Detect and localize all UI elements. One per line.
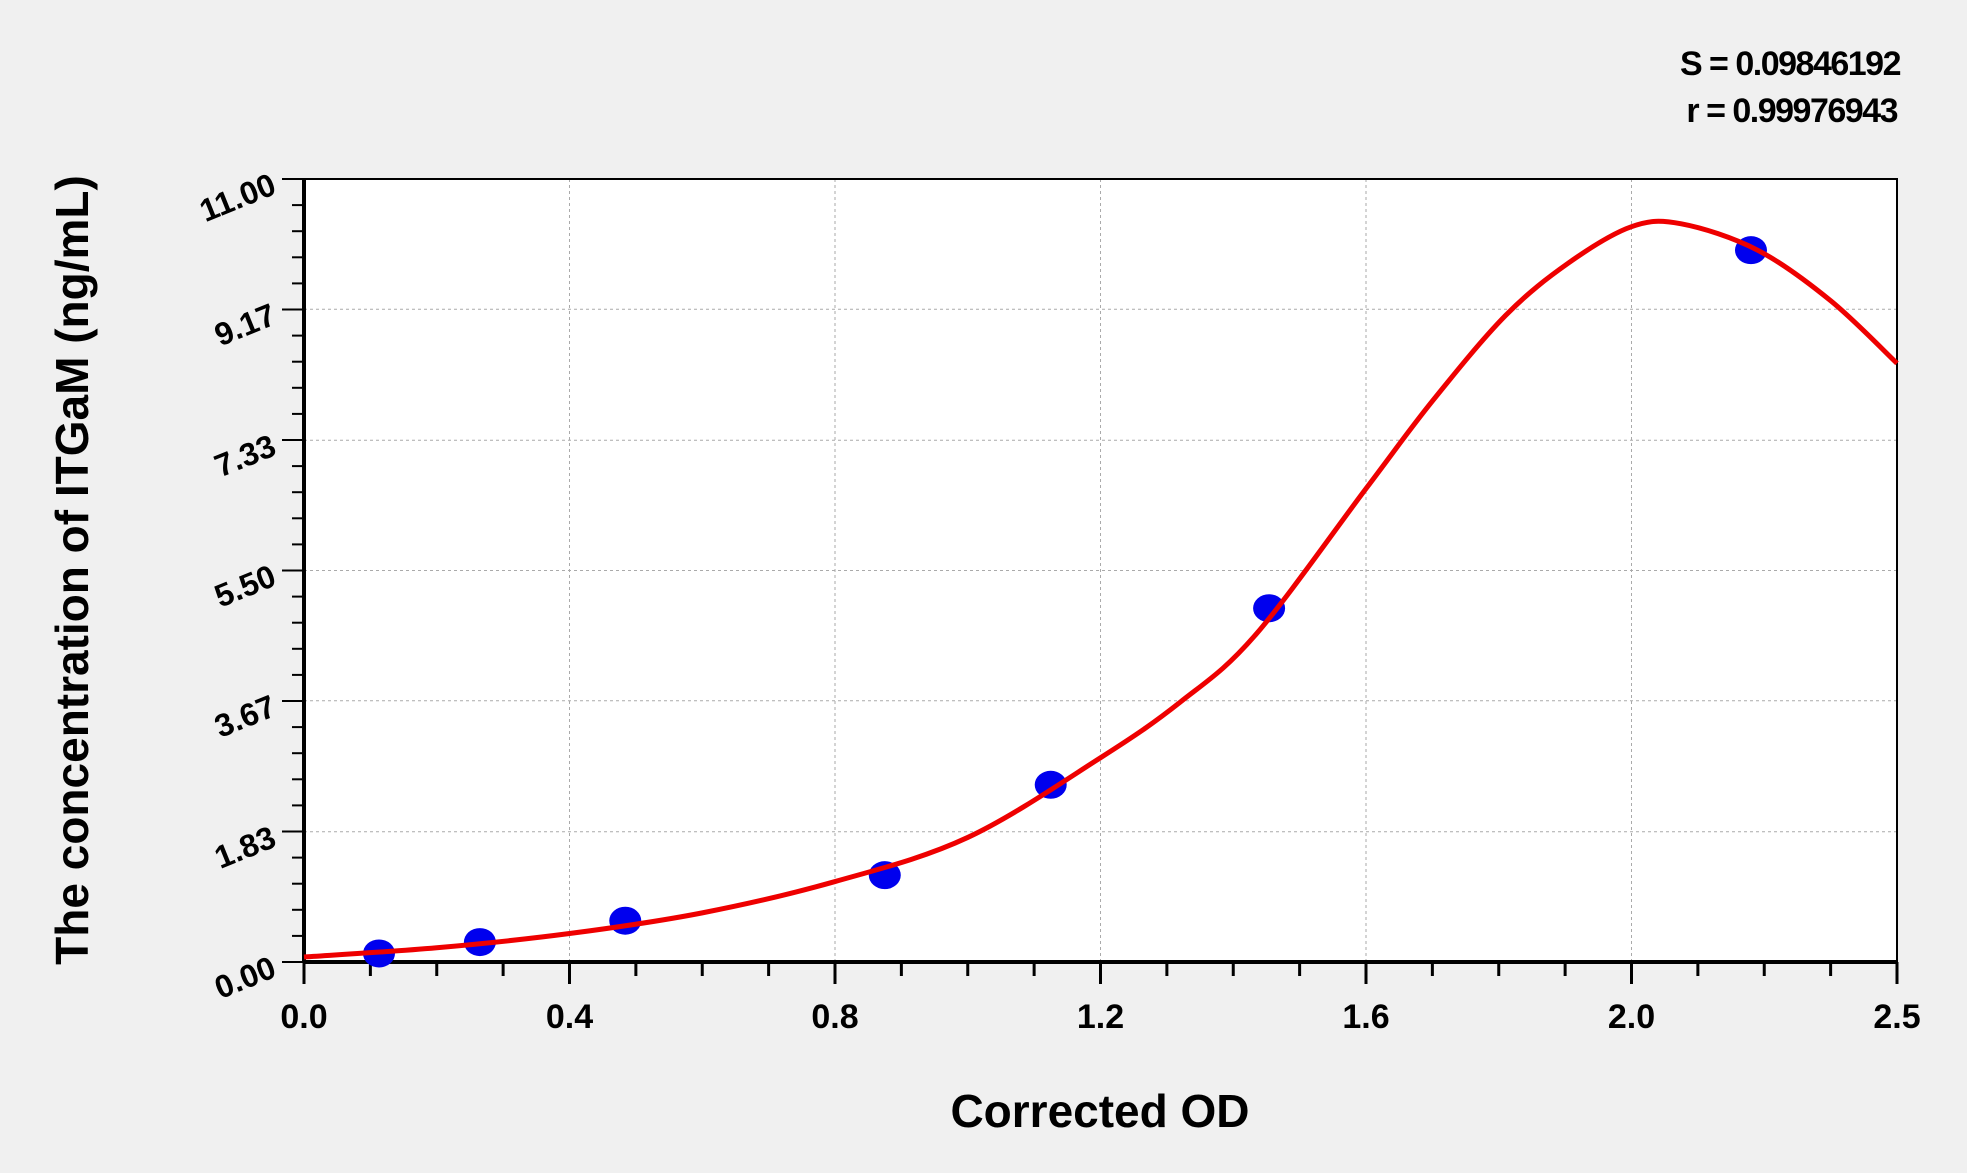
x-tick-label: 0.8 (811, 998, 858, 1036)
x-tick-label: 2.5 (1873, 998, 1920, 1036)
y-axis-label: The concentration of ITGaM (ng/mL) (46, 175, 98, 965)
data-point (1253, 594, 1286, 623)
y-tick-label: 5.50 (209, 558, 280, 615)
y-tick-label: 1.83 (209, 819, 280, 876)
grid (304, 179, 1897, 962)
y-tick-labels: 0.00 1.83 3.67 5.50 7.33 9.17 11.00 (195, 166, 281, 1006)
annotation-s: S = 0.09846192 (1680, 45, 1901, 83)
x-tick-label: 1.2 (1077, 998, 1124, 1036)
x-tick-label: 1.6 (1342, 998, 1389, 1036)
x-tick-label: 0.0 (280, 998, 327, 1036)
fit-curve (303, 218, 1899, 960)
x-axis-label: Corrected OD (950, 1085, 1249, 1137)
data-point (609, 906, 642, 935)
y-tick-label: 9.17 (209, 296, 280, 353)
y-tick-label: 0.00 (209, 949, 280, 1006)
data-point (1034, 770, 1067, 799)
x-tick-labels: 0.0 0.4 0.8 1.2 1.6 2.0 2.5 (280, 998, 1920, 1036)
x-tick-label: 0.4 (546, 998, 593, 1036)
x-tick-label: 2.0 (1608, 998, 1655, 1036)
annotation-r: r = 0.99976943 (1686, 92, 1897, 130)
y-tick-label: 3.67 (209, 688, 280, 745)
y-tick-label: 7.33 (209, 427, 280, 484)
y-tick-label: 11.00 (195, 166, 281, 229)
